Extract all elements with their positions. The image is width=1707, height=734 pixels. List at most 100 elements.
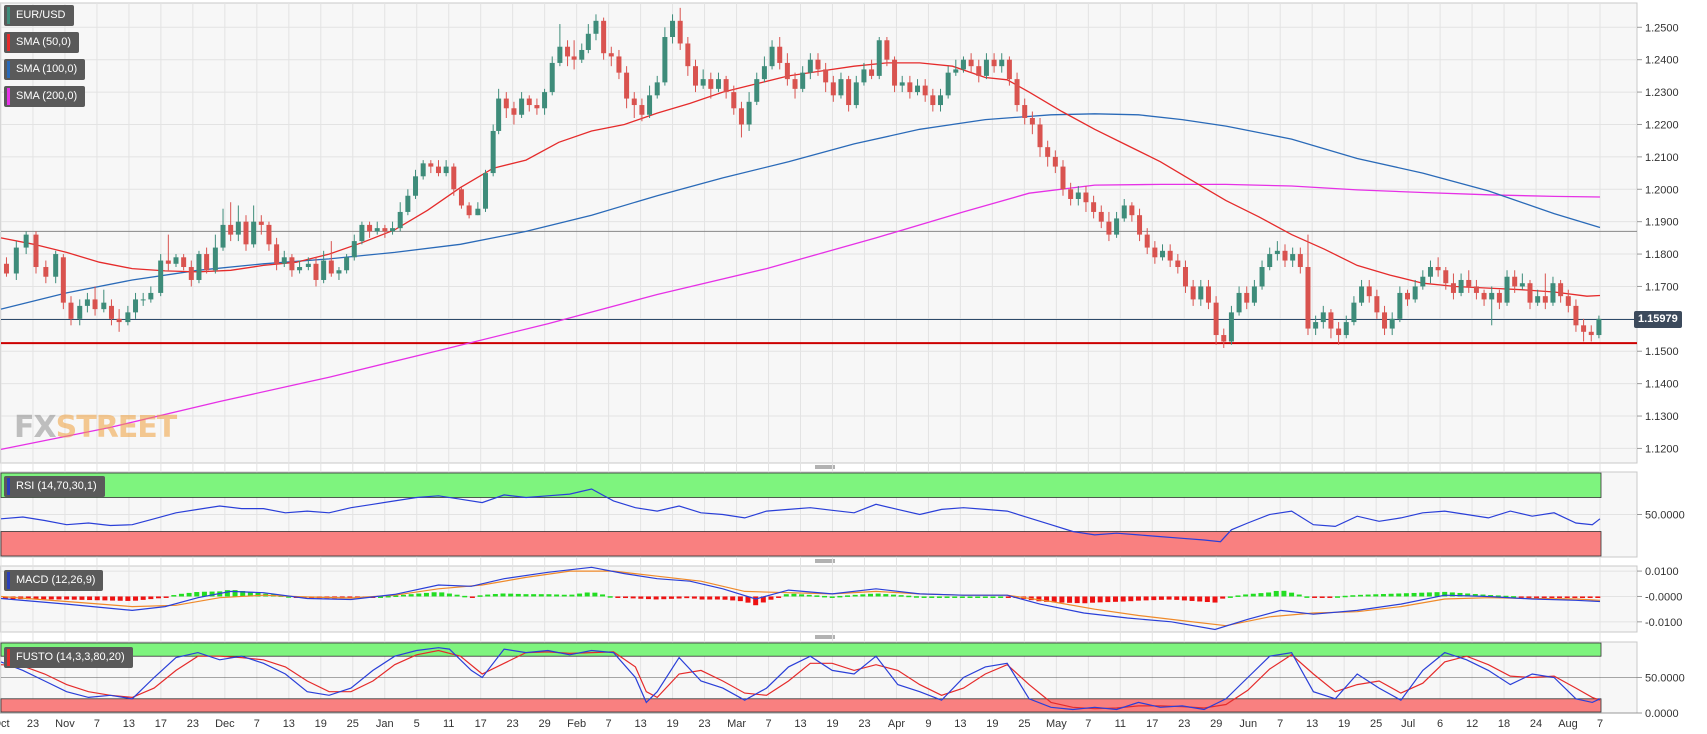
candle-down	[1182, 267, 1188, 287]
candle-up	[443, 166, 449, 174]
legend-sma50-label: SMA (50,0)	[16, 36, 72, 48]
macd-hist-pos	[860, 594, 866, 597]
candle-down	[1581, 325, 1587, 332]
macd-hist-pos	[485, 594, 491, 597]
legend-fusto[interactable]: FUSTO (14,3,3,80,20)	[4, 647, 133, 668]
macd-hist-pos	[423, 592, 429, 597]
x-tick-label: 23	[27, 718, 39, 730]
candle-down	[1328, 312, 1334, 329]
x-tick-label: 19	[666, 718, 678, 730]
legend-rsi[interactable]: RSI (14,70,30,1)	[4, 476, 105, 497]
legend-sma200[interactable]: SMA (200,0)	[4, 86, 86, 107]
x-tick-label: Oct	[0, 718, 10, 730]
macd-hist-pos	[1289, 592, 1295, 597]
fusto-tick-label: 50.0000	[1645, 673, 1685, 685]
x-tick-label: 23	[858, 718, 870, 730]
x-tick-label: 25	[1018, 718, 1030, 730]
candle-down	[616, 56, 622, 73]
candle-down	[1052, 156, 1058, 167]
macd-hist-neg	[64, 596, 70, 600]
candle-down	[1190, 286, 1196, 300]
candle-down	[1083, 192, 1089, 203]
fusto-d-line	[0, 649, 1601, 710]
candle-up	[140, 299, 146, 301]
sma200-swatch	[7, 88, 10, 105]
last-price-label: 1.15979	[1634, 310, 1682, 328]
candle-up	[1458, 279, 1464, 293]
candle-down	[1336, 328, 1342, 336]
macd-hist-pos	[975, 596, 981, 598]
candle-down	[1091, 202, 1097, 212]
macd-hist-pos	[1258, 593, 1264, 597]
x-tick-label: 11	[1115, 718, 1126, 730]
macd-hist-pos	[852, 594, 858, 597]
legend-sma100[interactable]: SMA (100,0)	[4, 59, 86, 80]
macd-hist-pos	[1449, 592, 1455, 597]
candle-down	[1573, 305, 1579, 326]
macd-hist-neg	[1534, 596, 1540, 598]
x-tick-label: Feb	[567, 718, 586, 730]
candle-up	[336, 270, 342, 274]
fxstreet-watermark: FXSTREET	[14, 410, 177, 445]
sma50-swatch	[7, 34, 10, 51]
macd-hist-pos	[477, 595, 483, 597]
macd-hist-pos	[791, 593, 797, 597]
candle-up	[1343, 322, 1349, 336]
candle-down	[968, 59, 974, 67]
candle-down	[1366, 286, 1372, 297]
macd-hist-pos	[806, 594, 812, 597]
macd-hist-pos	[845, 595, 851, 597]
pane-frame-2	[0, 565, 1638, 633]
macd-hist-neg	[1220, 596, 1226, 599]
candle-up	[1075, 192, 1081, 199]
legend-symbol[interactable]: EUR/USD	[4, 5, 74, 26]
x-tick-label: 7	[94, 718, 100, 730]
candle-down	[165, 260, 171, 264]
candle-down	[60, 257, 66, 303]
x-tick-label: 9	[925, 718, 931, 730]
macd-hist-pos	[1403, 593, 1409, 597]
candle-up	[405, 195, 411, 212]
macd-hist-pos	[569, 594, 575, 597]
candle-up	[1267, 254, 1273, 268]
x-tick-label: 7	[765, 718, 771, 730]
candle-down	[458, 189, 464, 206]
candle-down	[1213, 302, 1219, 336]
macd-hist-pos	[1273, 590, 1279, 597]
legend-sma200-label: SMA (200,0)	[16, 90, 78, 102]
macd-hist-neg	[48, 596, 54, 600]
x-tick-label: 13	[123, 718, 135, 730]
rsi-tick-label: 50.0000	[1645, 510, 1685, 522]
macd-hist-neg	[699, 596, 705, 600]
x-tick-label: Nov	[55, 718, 75, 730]
macd-hist-pos	[1266, 592, 1272, 597]
x-tick-label: 17	[1146, 718, 1158, 730]
x-tick-label: Jan	[376, 718, 394, 730]
macd-hist-pos	[1388, 593, 1394, 597]
legend-macd[interactable]: MACD (12,26,9)	[4, 570, 104, 591]
candle-up	[1420, 276, 1426, 287]
x-tick-label: 24	[1530, 718, 1542, 730]
candle-up	[662, 37, 668, 83]
x-tick-label: 13	[794, 718, 806, 730]
candle-down	[435, 166, 441, 174]
macd-hist-pos	[1250, 593, 1256, 597]
macd-hist-neg	[768, 596, 774, 600]
x-tick-label: 29	[1210, 718, 1222, 730]
macd-hist-neg	[1557, 596, 1563, 598]
candle-down	[830, 82, 836, 96]
macd-hist-neg	[1036, 596, 1042, 602]
legend-sma50[interactable]: SMA (50,0)	[4, 32, 80, 53]
candle-down	[1466, 279, 1472, 287]
candle-up	[937, 95, 943, 106]
candle-down	[466, 205, 472, 216]
macd-hist-neg	[1059, 596, 1065, 603]
candle-up	[1228, 312, 1234, 342]
macd-hist-pos	[799, 594, 805, 597]
candle-up	[1114, 218, 1120, 235]
y-tick-label: 1.1500	[1645, 346, 1679, 358]
candle-down	[451, 166, 457, 190]
rsi-oversold-band	[0, 531, 1602, 557]
candle-down	[1014, 79, 1020, 106]
